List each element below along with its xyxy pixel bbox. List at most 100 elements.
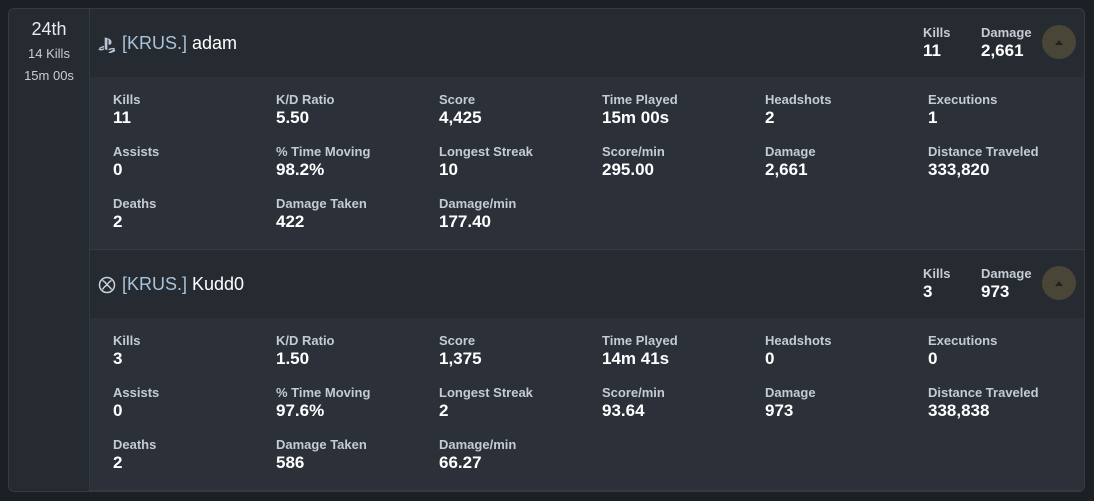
stat-label: Damage Taken [276,437,367,452]
stat-value: 333,820 [928,160,990,179]
stat-item: Assists 0 [113,144,159,180]
stat-value: 422 [276,212,305,231]
header-kills: Kills 3 [923,266,951,301]
stat-item: Kills 3 [113,333,140,369]
stat-item: Longest Streak 2 [439,385,533,421]
stat-label: Damage [765,144,816,159]
stat-item: Deaths 2 [113,437,156,473]
stat-label: K/D Ratio [276,92,335,107]
player-clan-tag: [KRUS.] [122,33,188,53]
stat-value: 66.27 [439,453,482,472]
stat-label: Longest Streak [439,385,533,400]
header-kills: Kills 11 [923,25,951,60]
stat-value: 338,838 [928,401,990,420]
player-username: Kudd0 [192,274,245,294]
header-damage: Damage 2,661 [981,25,1032,60]
stat-label: Damage [765,385,816,400]
stat-item: Longest Streak 10 [439,144,533,180]
player-row: [KRUS.] Kudd0 Kills 3 Damage 973 Kills 3 K… [90,250,1084,491]
stat-label: Damage Taken [276,196,367,211]
placement-time: 15m 00s [24,68,74,83]
stat-value: 3 [113,349,123,368]
stat-item: K/D Ratio 1.50 [276,333,335,369]
stat-value: 4,425 [439,108,482,127]
placement-kills: 14 Kills [28,46,70,61]
stat-item: Damage Taken 422 [276,196,367,232]
caret-up-icon [1055,280,1063,286]
stat-label: Time Played [602,92,678,107]
stat-label: Kills [113,333,141,348]
stat-item: Executions 0 [928,333,997,369]
stat-value: 98.2% [276,160,325,179]
stat-label: Score [439,92,476,107]
match-card: 24th 14 Kills 15m 00s [KRUS.] adam Kills… [8,8,1085,492]
stat-label: Time Played [602,333,678,348]
stat-value: 14m 41s [602,349,670,368]
stat-item: Distance Traveled 338,838 [928,385,1039,421]
stat-value: 177.40 [439,212,491,231]
stat-label: Executions [928,333,998,348]
stat-label: K/D Ratio [276,333,335,348]
stat-label: Headshots [765,333,832,348]
stat-value: 2 [113,212,123,231]
stat-item: Executions 1 [928,92,997,128]
stat-label: % Time Moving [276,144,371,159]
stat-item: Damage/min 66.27 [439,437,516,473]
stat-label: Score/min [602,144,665,159]
stat-item: Assists 0 [113,385,159,421]
stat-item: Score/min 295.00 [602,144,665,180]
stat-item: Damage Taken 586 [276,437,367,473]
stat-value: 11 [113,108,131,127]
stat-label: Damage/min [439,437,517,452]
stat-item: % Time Moving 98.2% [276,144,370,180]
stat-item: Distance Traveled 333,820 [928,144,1039,180]
stat-item: Score 4,425 [439,92,482,128]
stat-value: 5.50 [276,108,310,127]
stat-item: Deaths 2 [113,196,156,232]
stat-value: 973 [765,401,794,420]
player-stats-grid: Kills 3 K/D Ratio 1.50 Score 1,375 Time Played… [90,318,1084,491]
player-header[interactable]: [KRUS.] Kudd0 Kills 3 Damage 973 [90,250,1084,318]
stat-value: 0 [928,349,938,368]
stat-label: Headshots [765,92,832,107]
stat-value: 2,661 [765,160,808,179]
stat-item: Damage/min 177.40 [439,196,516,232]
player-stats-grid: Kills 11 K/D Ratio 5.50 Score 4,425 Time Playe… [90,77,1084,250]
stat-label: Score/min [602,385,665,400]
playstation-icon [98,35,116,53]
stat-value: 0 [113,160,123,179]
stat-item: Damage 973 [765,385,816,421]
stat-value: 97.6% [276,401,325,420]
stat-item: Score 1,375 [439,333,482,369]
stat-item: Time Played 14m 41s [602,333,678,369]
stat-value: 93.64 [602,401,645,420]
stat-label: Executions [928,92,998,107]
caret-up-icon [1055,39,1063,45]
stat-item: Headshots 2 [765,92,831,128]
stat-value: 295.00 [602,160,654,179]
player-name: [KRUS.] adam [98,33,237,54]
stat-label: Kills [113,92,141,107]
stat-label: Damage/min [439,196,517,211]
player-name: [KRUS.] Kudd0 [98,274,244,295]
stat-label: Deaths [113,196,157,211]
stat-label: Score [439,333,476,348]
collapse-button[interactable] [1042,266,1076,300]
stat-value: 15m 00s [602,108,670,127]
stat-value: 2 [439,401,449,420]
stat-value: 10 [439,160,458,179]
stat-value: 2 [765,108,775,127]
stat-item: Score/min 93.64 [602,385,665,421]
stat-label: % Time Moving [276,385,371,400]
header-damage: Damage 973 [981,266,1032,301]
stat-item: Time Played 15m 00s [602,92,678,128]
stat-value: 0 [113,401,123,420]
player-row: [KRUS.] adam Kills 11 Damage 2,661 Kills… [90,9,1084,250]
stat-item: Kills 11 [113,92,140,128]
player-header[interactable]: [KRUS.] adam Kills 11 Damage 2,661 [90,9,1084,77]
stat-item: K/D Ratio 5.50 [276,92,335,128]
player-username: adam [192,33,238,53]
stat-item: Headshots 0 [765,333,831,369]
stat-item: Damage 2,661 [765,144,816,180]
collapse-button[interactable] [1042,25,1076,59]
